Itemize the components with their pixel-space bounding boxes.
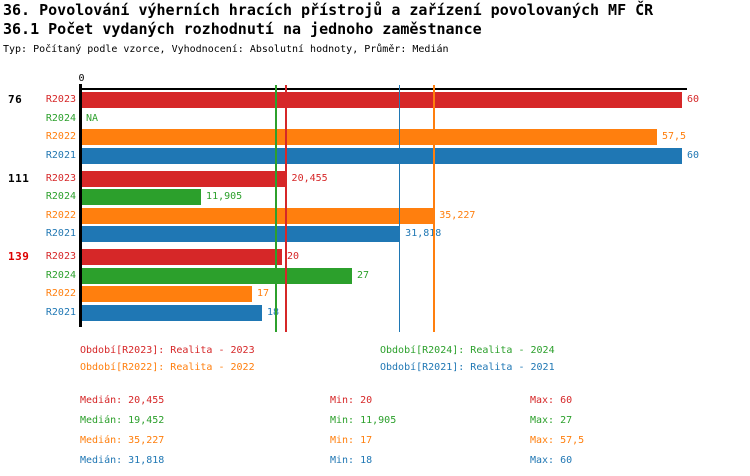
- axis-zero-tick-label: 0: [78, 73, 85, 84]
- bar-groups: 76 R2023 60 R2024 NA R2022 57,5 R2021 60 111 R2023…: [0, 92, 750, 328]
- median-line-r2023: [285, 85, 287, 332]
- stat-min: Min: 11,905: [330, 415, 397, 426]
- bar-group: 139 R2023 20 R2024 27 R2022 17 R2021 18: [0, 249, 750, 321]
- bar: [82, 286, 252, 302]
- chart-row: R2024 NA: [0, 111, 750, 127]
- series-label: R2023: [45, 94, 76, 105]
- bar-value-label: 35,227: [439, 209, 476, 221]
- stat-median: Medián: 31,818: [80, 455, 165, 466]
- chart-row: R2021 31,818: [0, 226, 750, 242]
- chart-row: R2022 17: [0, 286, 750, 302]
- chart-row: 111 R2023 20,455: [0, 170, 750, 187]
- bar: [82, 170, 287, 187]
- legend-item: Období[R2021]: Realita - 2021: [380, 362, 555, 373]
- bar: [82, 267, 352, 284]
- bar-value-label: 57,5: [662, 131, 687, 142]
- series-label: R2021: [45, 228, 76, 239]
- stat-min: Min: 20: [330, 395, 373, 406]
- bar-value-label: 27: [357, 269, 370, 281]
- bar-value-label: 11,905: [206, 191, 243, 202]
- legend-item: Období[R2024]: Realita - 2024: [380, 345, 555, 356]
- bar-value-label: 20,455: [291, 172, 328, 184]
- bar: [82, 304, 262, 321]
- stat-median: Medián: 19,452: [80, 415, 165, 426]
- group-count-label: 76: [8, 93, 23, 106]
- chart-row: R2021 60: [0, 147, 750, 164]
- bar-group: 76 R2023 60 R2024 NA R2022 57,5 R2021 60: [0, 92, 750, 164]
- series-label: R2024: [45, 112, 76, 124]
- x-axis-top-line: [79, 88, 687, 90]
- stat-max: Max: 57,5: [530, 435, 585, 446]
- plot-area: 0 76 R2023 60 R2024 NA R2022 57,5 R2021 60 111 R20…: [0, 73, 750, 332]
- chart-row: R2024 11,905: [0, 189, 750, 205]
- series-label: R2021: [45, 306, 76, 318]
- bar-value-label: 60: [687, 149, 700, 161]
- series-label: R2023: [45, 172, 76, 184]
- median-line-r2021: [398, 85, 401, 332]
- stat-median: Medián: 35,227: [80, 435, 165, 446]
- series-label: R2022: [45, 131, 76, 142]
- bar-value-label: 17: [257, 288, 270, 299]
- stat-median: Medián: 20,455: [80, 395, 165, 406]
- bar: [82, 129, 657, 145]
- series-label: R2024: [45, 191, 76, 202]
- y-axis-line: [79, 84, 82, 327]
- bar: [82, 189, 202, 205]
- chart-row: 76 R2023 60: [0, 92, 750, 108]
- legend-item: Období[R2023]: Realita - 2023: [80, 345, 255, 356]
- chart-row: R2022 35,227: [0, 207, 750, 224]
- bar-group: 111 R2023 20,455 R2024 11,905 R2022 35,227 R202…: [0, 170, 750, 242]
- bar: [82, 249, 282, 265]
- bar-value-label: NA: [86, 112, 99, 124]
- series-label: R2023: [45, 251, 76, 262]
- bar: [82, 207, 435, 224]
- stat-max: Max: 60: [530, 455, 573, 466]
- bar-value-label: 31,818: [405, 228, 442, 239]
- stat-max: Max: 60: [530, 395, 573, 406]
- series-label: R2021: [45, 149, 76, 161]
- series-label: R2024: [45, 269, 76, 281]
- chart-row: 139 R2023 20: [0, 249, 750, 265]
- chart-row: R2024 27: [0, 267, 750, 284]
- bar: [82, 92, 682, 108]
- bar-value-label: 60: [687, 94, 700, 105]
- chart-meta-line: Typ: Počítaný podle vzorce, Vyhodnocení:…: [3, 44, 449, 55]
- chart-row: R2022 57,5: [0, 129, 750, 145]
- bar-value-label: 20: [287, 251, 300, 262]
- stat-min: Min: 18: [330, 455, 373, 466]
- legend-item: Období[R2022]: Realita - 2022: [80, 362, 255, 373]
- series-label: R2022: [45, 288, 76, 299]
- series-label: R2022: [45, 209, 76, 221]
- group-count-label: 139: [8, 250, 30, 263]
- stat-min: Min: 17: [330, 435, 373, 446]
- median-line-r2024: [275, 85, 277, 332]
- median-line-r2022: [433, 85, 435, 332]
- stat-max: Max: 27: [530, 415, 573, 426]
- group-count-label: 111: [8, 171, 30, 185]
- bar: [82, 226, 401, 242]
- page-title: 36. Povolování výherních hracích přístro…: [3, 1, 654, 19]
- bar: [82, 147, 682, 164]
- chart-row: R2021 18: [0, 304, 750, 321]
- bar-value-label: 18: [267, 306, 280, 318]
- chart-subtitle: 36.1 Počet vydaných rozhodnutí na jednoh…: [3, 20, 482, 38]
